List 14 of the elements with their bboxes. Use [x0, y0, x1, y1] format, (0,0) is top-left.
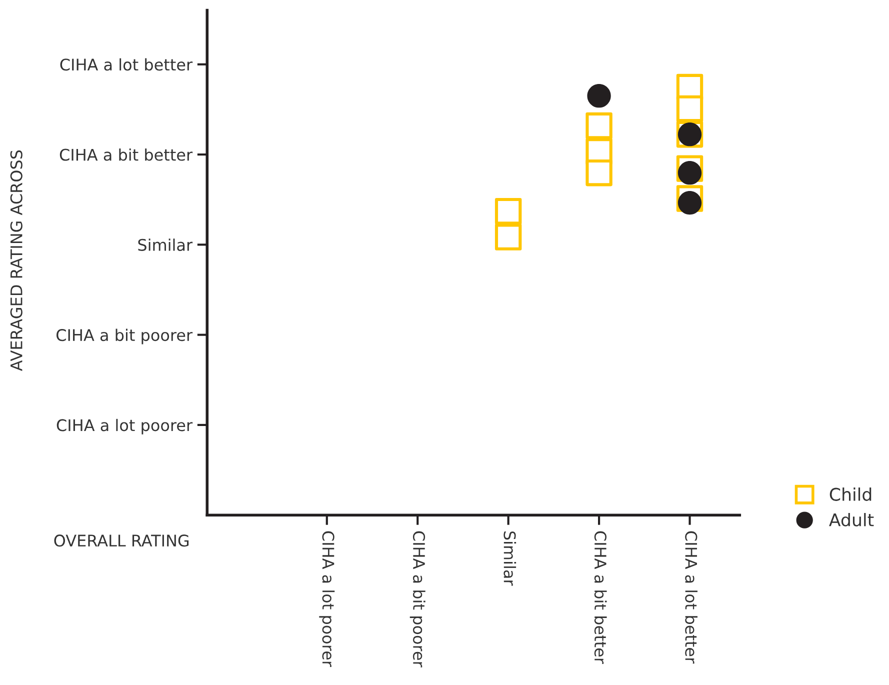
category-label: CIHA a lot poorer — [56, 418, 193, 434]
x-tick-label: CIHA a lot poorer — [319, 531, 335, 667]
x-tick-label: CIHA a bit poorer — [410, 531, 426, 668]
x-tick-label: CIHA a bit better — [594, 531, 607, 664]
category-label: CIHA a lot better — [60, 58, 193, 71]
category-label: CIHA a bit better — [60, 148, 193, 161]
text: AVERAGED RATING ACROSS — [10, 150, 22, 371]
x-tick-label: CIHA a lot better — [685, 531, 698, 664]
category-label: Similar — [138, 238, 193, 251]
legend-label: Child — [830, 488, 872, 501]
text: OVERALL RATING — [54, 534, 189, 547]
category-label: CIHA a bit poorer — [56, 328, 193, 344]
x-tick-label: Similar — [504, 531, 516, 586]
legend-label: Adult — [829, 512, 874, 526]
